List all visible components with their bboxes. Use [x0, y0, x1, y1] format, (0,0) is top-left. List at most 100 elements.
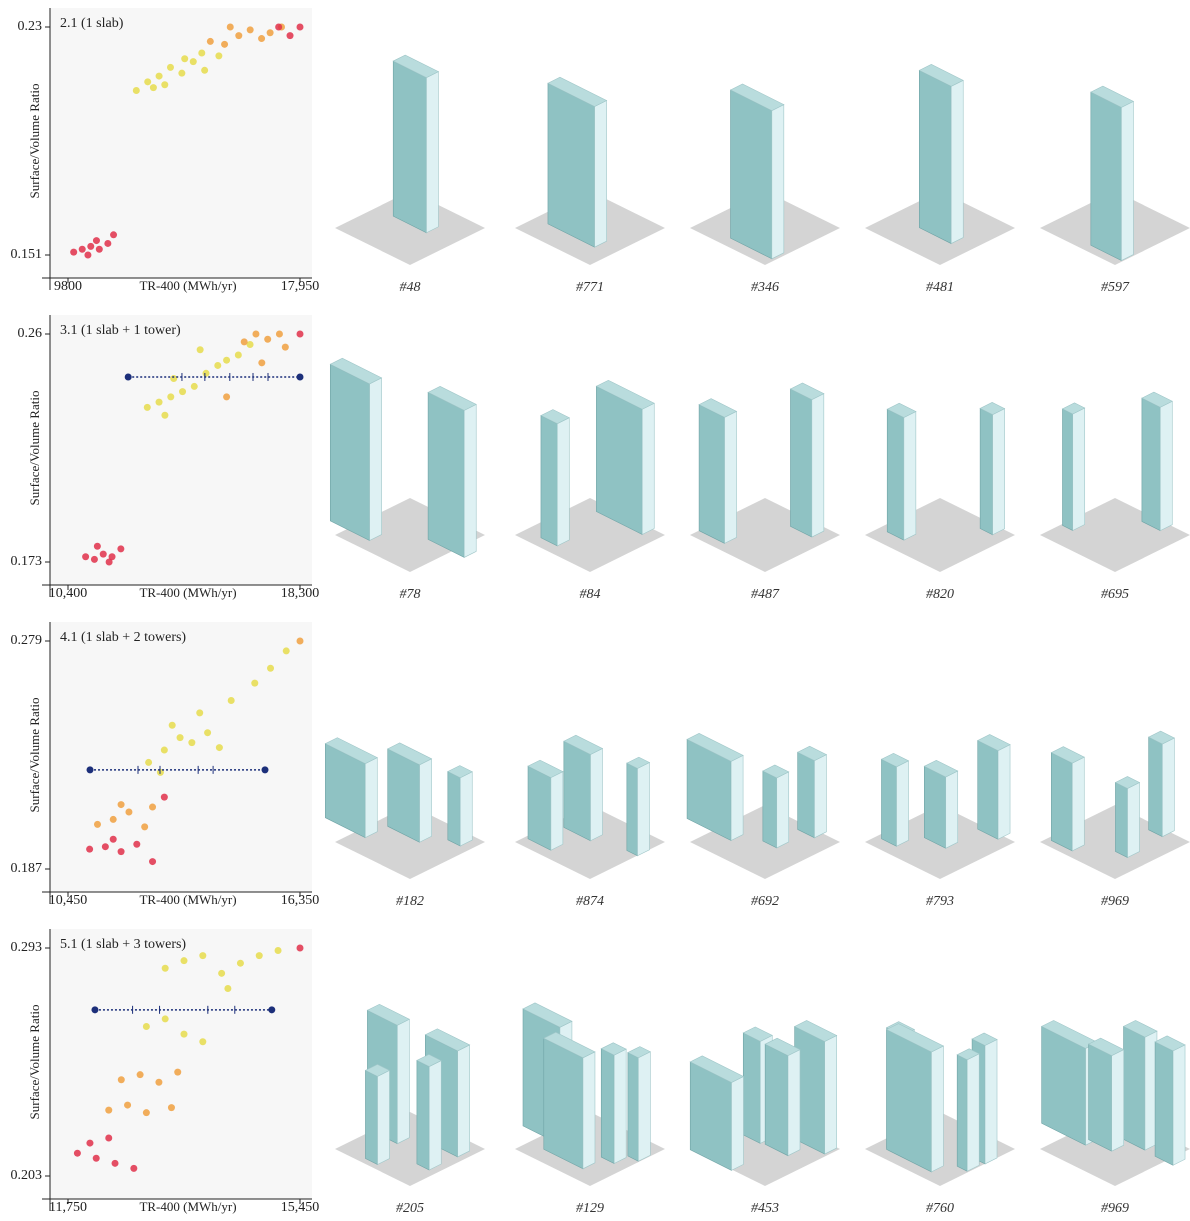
point — [118, 1076, 125, 1083]
y-axis-label: Surface/Volume Ratio — [27, 391, 42, 506]
point — [156, 73, 163, 80]
building-face — [788, 1050, 800, 1156]
building-face — [772, 105, 784, 259]
building-face — [637, 762, 649, 855]
point — [105, 1107, 112, 1114]
point — [201, 67, 208, 74]
design-label: #129 — [576, 1201, 604, 1216]
building-face — [564, 741, 591, 841]
point — [215, 52, 222, 59]
point — [150, 84, 157, 91]
design-label: #793 — [926, 894, 954, 909]
building-face — [627, 763, 638, 856]
design-label: #84 — [580, 587, 601, 602]
point — [93, 237, 100, 244]
point — [282, 344, 289, 351]
point — [86, 846, 93, 853]
building-face — [998, 745, 1010, 840]
design-thumbnail — [515, 77, 665, 265]
design-thumbnail — [515, 735, 665, 879]
design-thumbnail — [335, 1004, 485, 1186]
design-thumbnail — [1040, 392, 1190, 572]
building-face — [595, 101, 607, 248]
point — [199, 952, 206, 959]
point — [221, 41, 228, 48]
building-face — [825, 1035, 837, 1154]
point — [70, 249, 77, 256]
point — [227, 24, 234, 31]
building-face — [946, 771, 958, 848]
chart-title: 3.1 (1 slab + 1 tower) — [60, 323, 181, 338]
point — [177, 734, 184, 741]
building-face — [931, 1046, 943, 1172]
y-tick-label: 0.187 — [11, 861, 43, 876]
point — [143, 1109, 150, 1116]
building-face — [993, 409, 1005, 535]
building-face — [638, 1052, 650, 1161]
building-face — [1155, 1042, 1173, 1165]
point — [102, 843, 109, 850]
design-label: #969 — [1101, 1201, 1129, 1216]
point — [105, 1135, 112, 1142]
x-tick-label: 10,450 — [49, 893, 88, 908]
point — [275, 947, 282, 954]
design-thumbnail — [865, 1022, 1015, 1186]
point — [191, 383, 198, 390]
design-label: #874 — [576, 894, 604, 909]
point — [74, 1150, 81, 1157]
point — [181, 55, 188, 62]
building-face — [798, 752, 815, 838]
point — [235, 32, 242, 39]
building-face — [628, 1053, 638, 1162]
building-face — [1062, 409, 1072, 531]
design-label: #481 — [926, 280, 954, 295]
point — [162, 965, 169, 972]
building-face — [924, 766, 945, 848]
design-thumbnail — [865, 734, 1015, 879]
point — [161, 81, 168, 88]
y-axis-label: Surface/Volume Ratio — [27, 698, 42, 813]
point — [204, 729, 211, 736]
building-face — [1160, 401, 1172, 530]
point — [247, 26, 254, 33]
building-face — [1173, 1045, 1185, 1165]
point — [167, 64, 174, 71]
design-thumbnail — [1040, 86, 1190, 265]
point — [170, 375, 177, 382]
x-axis-label: TR-400 (MWh/yr) — [139, 585, 236, 600]
design-thumbnail — [865, 64, 1015, 265]
point — [87, 243, 94, 250]
x-tick-label: 15,450 — [281, 1200, 320, 1215]
point — [149, 804, 156, 811]
point — [237, 960, 244, 967]
y-tick-label: 0.23 — [18, 19, 43, 34]
point — [106, 559, 113, 566]
point — [275, 24, 282, 31]
x-axis-label: TR-400 (MWh/yr) — [139, 892, 236, 907]
building-face — [951, 80, 963, 243]
design-thumbnail — [690, 383, 840, 572]
point — [82, 553, 89, 560]
point — [218, 970, 225, 977]
building-face — [464, 404, 476, 557]
building-face — [763, 771, 777, 848]
point — [178, 70, 185, 77]
point — [252, 331, 259, 338]
point — [297, 945, 304, 952]
design-label: #820 — [926, 587, 954, 602]
range-end — [87, 766, 94, 773]
point — [112, 1160, 119, 1167]
y-axis-label: Surface/Volume Ratio — [27, 84, 42, 199]
point — [133, 87, 140, 94]
design-thumbnail — [325, 738, 485, 879]
chart-title: 2.1 (1 slab) — [60, 16, 124, 31]
y-axis-label: Surface/Volume Ratio — [27, 1005, 42, 1120]
x-tick-label: 17,950 — [281, 279, 320, 294]
design-label: #205 — [396, 1201, 424, 1216]
building-face — [460, 772, 472, 846]
point — [144, 404, 151, 411]
building-face — [1073, 408, 1085, 530]
building-face — [1124, 1026, 1145, 1150]
building-face — [448, 772, 460, 846]
design-thumbnail — [515, 1003, 665, 1186]
